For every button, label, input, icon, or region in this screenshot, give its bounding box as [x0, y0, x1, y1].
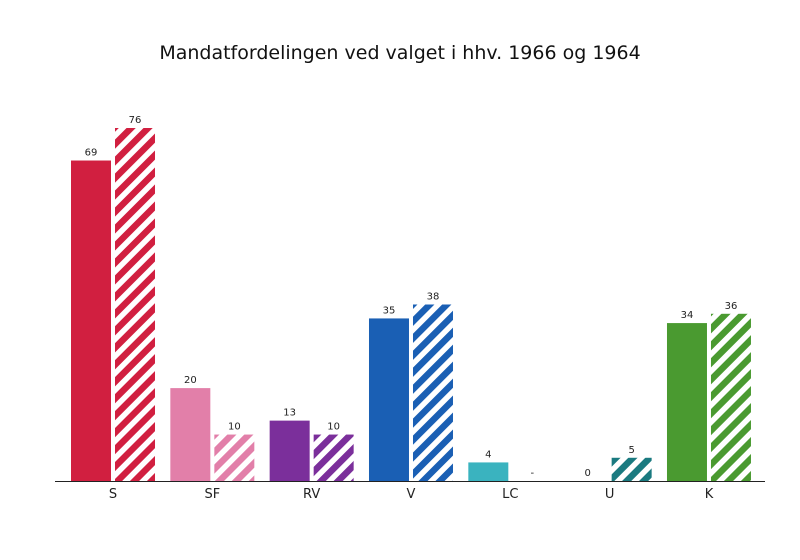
data-label-1964-K: 36: [725, 301, 738, 312]
bar-1964-SF: [214, 434, 255, 481]
bar-1964-S: [115, 128, 155, 481]
bar-1964-K: [710, 313, 751, 481]
data-label-1964-U: 5: [628, 445, 634, 456]
data-label-1964-S: 76: [129, 115, 142, 126]
data-label-1964-SF: 10: [228, 422, 241, 433]
x-tick-label-U: U: [605, 487, 615, 502]
bar-1966-S: [71, 160, 111, 481]
x-tick-label-V: V: [407, 487, 416, 502]
data-label-1964-LC: -: [531, 468, 535, 479]
bar-1964-V: [412, 304, 453, 481]
data-label-1964-RV: 10: [327, 422, 340, 433]
data-label-1966-V: 35: [383, 305, 396, 316]
x-tick-label-SF: SF: [204, 487, 220, 502]
bar-1964-U: [611, 457, 652, 481]
x-tick-label-S: S: [109, 487, 117, 502]
bar-1964-RV: [313, 434, 354, 481]
bar-1966-RV: [269, 420, 310, 481]
bar-1966-SF: [170, 388, 211, 481]
x-tick-label-RV: RV: [303, 487, 320, 502]
x-tick-label-K: K: [705, 487, 714, 502]
data-label-1966-U: 0: [584, 468, 590, 479]
chart-title: Mandatfordelingen ved valget i hhv. 1966…: [159, 42, 641, 64]
data-label-1966-K: 34: [681, 310, 694, 321]
bar-1966-K: [666, 323, 707, 481]
data-label-1966-LC: 4: [485, 449, 491, 460]
data-label-1966-SF: 20: [184, 375, 197, 386]
data-label-1966-RV: 13: [283, 408, 296, 419]
x-tick-label-LC: LC: [502, 487, 518, 502]
data-label-1964-V: 38: [427, 292, 440, 303]
bar-1966-V: [368, 318, 409, 481]
data-label-1966-S: 69: [85, 148, 98, 159]
bar-1966-LC: [468, 462, 509, 481]
